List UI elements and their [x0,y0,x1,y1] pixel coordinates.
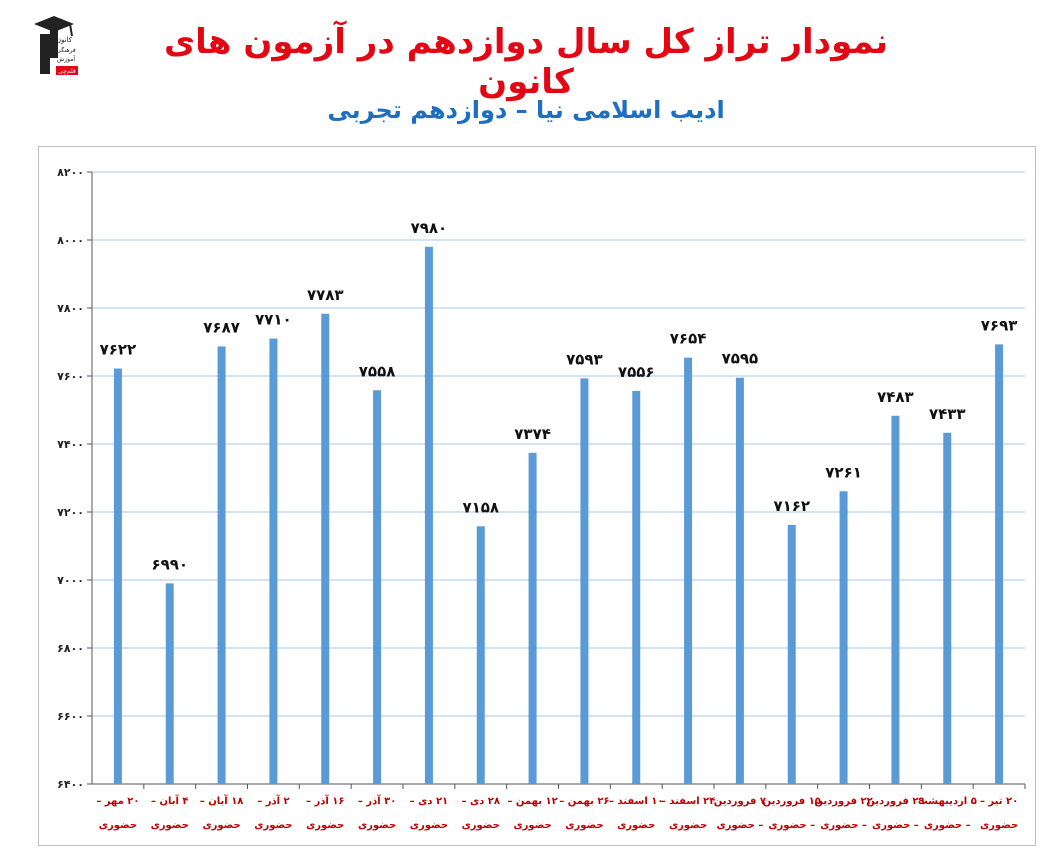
x-tick-label: ۱۸ آبان – [200,794,244,807]
data-label: ۷۴۸۳ [877,388,914,406]
x-tick-label: ۲۴ اسفند – [661,796,716,807]
x-tick-label: حضوری [565,820,603,831]
bar [269,338,278,784]
data-label: ۷۵۹۳ [566,350,603,368]
y-tick-label: ۶۶۰۰ [57,710,84,723]
bar [424,246,433,785]
bar [839,491,848,784]
bar [217,346,226,784]
x-tick-label: ۱۰ اسفند – [609,796,664,807]
x-tick-label: ۲۹ فروردین [866,796,924,807]
bar [684,357,693,784]
bar [735,377,744,784]
bar [632,390,641,784]
x-tick-label: ۲۰ مهر – [96,796,139,807]
x-tick-label: – حضوری [717,820,764,831]
x-tick-label: ۷ فروردین [714,796,766,807]
logo-badge: قلم‌چی [58,68,76,75]
x-tick-label: – حضوری [820,820,867,831]
data-label: ۷۹۸۰ [411,219,448,237]
y-tick-label: ۸۰۰۰ [57,234,84,247]
x-tick-label: حضوری [358,820,396,831]
data-label: ۷۵۵۶ [618,363,655,381]
data-label: ۷۷۱۰ [255,311,292,329]
data-label: ۷۱۵۸ [462,498,499,516]
x-tick-label: حضوری [980,820,1018,831]
bar [476,526,485,784]
x-tick-label: حضوری [99,820,137,831]
x-tick-label: ۱۲ بهمن – [507,796,557,807]
x-tick-label: ۲۶ بهمن – [559,796,609,807]
kanoon-logo: کانون فرهنگی آموزش قلم‌چی [28,14,82,80]
data-label: ۷۱۶۲ [773,497,810,515]
logo-line-3: آموزش [57,54,76,63]
x-tick-label: حضوری [410,820,448,831]
x-tick-label: حضوری [669,820,707,831]
y-tick-label: ۷۲۰۰ [57,506,84,519]
chart-area: ۶۴۰۰ ۶۶۰۰ ۶۸۰۰ ۷۰۰۰ ۷۲۰۰ ۷۴۰۰ ۷۶۰۰ ۷۸۰۰ ۸۰۰۰ ۸۲۰۰… [38,146,1036,846]
y-tick-label: ۷۴۰۰ [57,438,84,451]
x-tick-label: ۲ آذر – [257,794,289,807]
chart-subtitle: ادیب اسلامی نیا – دوازدهم تجربی [327,96,725,124]
bar [891,415,900,784]
logo-line-2: فرهنگی [56,46,76,54]
x-tick-label: ۱۶ آذر – [306,794,345,807]
data-label: ۷۶۹۳ [981,316,1018,334]
x-tick-label: ۲۸ دی – [462,796,500,807]
bar-chart: ۶۴۰۰ ۶۶۰۰ ۶۸۰۰ ۷۰۰۰ ۷۲۰۰ ۷۴۰۰ ۷۶۰۰ ۷۸۰۰ ۸۰۰۰ ۸۲۰۰… [57,166,1026,831]
data-label: ۷۵۹۵ [722,350,759,368]
x-tick-label: ۴ آبان – [151,794,189,807]
bar [787,524,796,784]
x-tick-label: حضوری [306,820,344,831]
x-tick-label: حضوری [254,820,292,831]
x-tick-label: حضوری [151,820,189,831]
data-label: ۷۳۷۴ [514,425,551,443]
bar [113,368,122,784]
chart-title: نمودار تراز کل سال دوازدهم در آزمون های … [163,22,888,102]
y-tick-label: ۷۰۰۰ [57,574,84,587]
bar [995,344,1004,784]
x-tick-label: ۲۲ فروردین [814,796,872,807]
x-tick-label: ۳۰ آذر – [358,794,397,807]
data-label: ۷۲۶۱ [825,463,862,481]
data-label: ۷۷۸۳ [307,286,344,304]
x-tick-label: حضوری [513,820,551,831]
x-tick-label: ۲۱ دی – [410,796,448,807]
bar [165,583,174,784]
bar [580,378,589,784]
bar [321,313,330,784]
y-tick-label: ۶۴۰۰ [57,778,84,791]
x-tick-label: حضوری [202,820,240,831]
data-label: ۷۶۸۷ [203,318,240,336]
x-tick-label: حضوری [617,820,655,831]
x-tick-label: حضوری [462,820,500,831]
data-label: ۷۵۵۸ [359,362,396,380]
x-tick-label: – حضوری [768,820,815,831]
bar [528,452,537,784]
x-tick-label: ۱۵ فروردین [763,796,821,807]
x-tick-label: ۵ اردیبهشت [918,796,977,807]
bar [373,390,382,784]
bar [943,432,952,784]
x-tick-label: ۲۰ تیر – [980,796,1018,807]
x-tick-label: – حضوری [872,820,919,831]
logo-line-1: کانون [56,36,73,44]
y-tick-label: ۶۸۰۰ [57,642,84,655]
y-tick-label: ۸۲۰۰ [57,166,84,179]
data-label: ۷۴۳۳ [929,405,966,423]
x-tick-label: – حضوری [924,820,971,831]
data-label: ۶۹۹۰ [151,555,188,573]
data-label: ۷۶۲۲ [100,341,137,359]
y-tick-label: ۷۸۰۰ [57,302,84,315]
y-tick-label: ۷۶۰۰ [57,370,84,383]
data-label: ۷۶۵۴ [670,330,707,348]
